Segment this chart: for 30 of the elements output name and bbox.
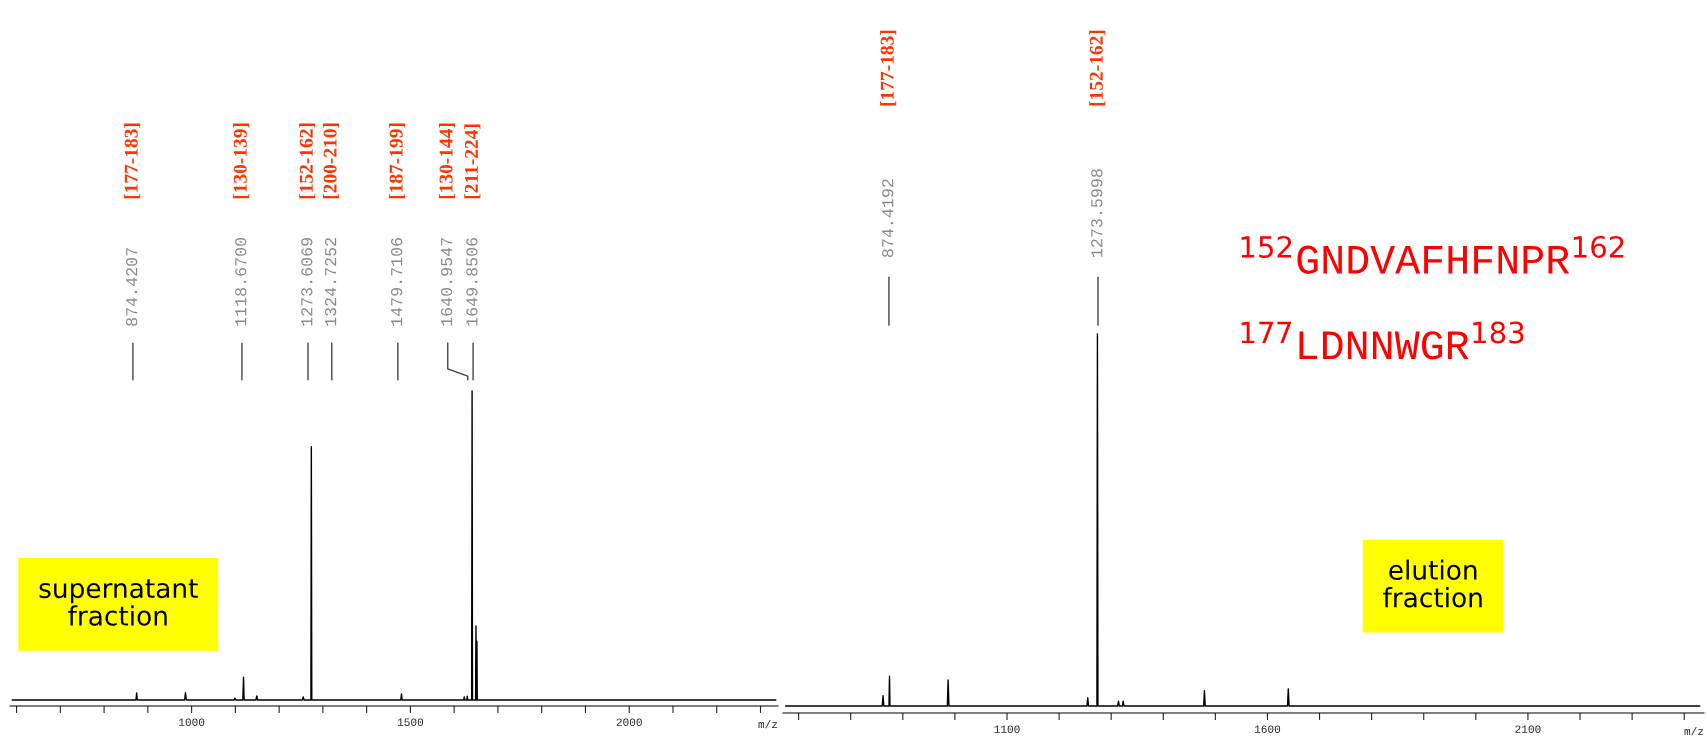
text: [177-183] xyxy=(124,123,141,199)
text: [130-139] xyxy=(233,123,250,199)
text: [200-210] xyxy=(322,123,340,199)
annotation: $^{177}$LDNNWGR$^{183}$ xyxy=(1241,321,1524,360)
text: 874.4192 xyxy=(882,179,894,258)
x-axis-title: m/z xyxy=(758,720,778,729)
text: [152-162] xyxy=(299,123,316,199)
text: 1273.5998 xyxy=(1091,169,1103,257)
annotation: elution fraction xyxy=(1383,559,1482,608)
text: [211-224] xyxy=(464,124,481,199)
text: $^{152}$GNDVAFHFNPR$^{162}$ xyxy=(1241,235,1624,274)
text: 1273.6069 xyxy=(301,238,313,326)
text: 1479.7106 xyxy=(391,237,403,326)
text: 1640.9547 xyxy=(440,238,453,326)
text: 1118.6700 xyxy=(235,237,247,326)
text: 1324.7252 xyxy=(324,238,337,326)
annotation: supernatant fraction xyxy=(39,579,198,626)
text: 874.4207 xyxy=(126,248,138,326)
x-tick-label: 1000 xyxy=(179,718,205,726)
text: [187-199] xyxy=(389,123,406,199)
x-tick-label: 1600 xyxy=(1254,725,1281,733)
x-axis-title: m/z xyxy=(1684,727,1704,736)
x-tick-label: 1500 xyxy=(397,718,424,726)
x-tick-label: 2100 xyxy=(1515,725,1541,733)
x-tick-label: 2000 xyxy=(616,718,642,726)
text: [152-162] xyxy=(1089,30,1106,106)
text: 1649.8506 xyxy=(466,237,478,326)
text: [130-144] xyxy=(438,123,456,199)
text: [177-183] xyxy=(880,30,897,106)
x-tick-label: 1100 xyxy=(994,725,1020,733)
